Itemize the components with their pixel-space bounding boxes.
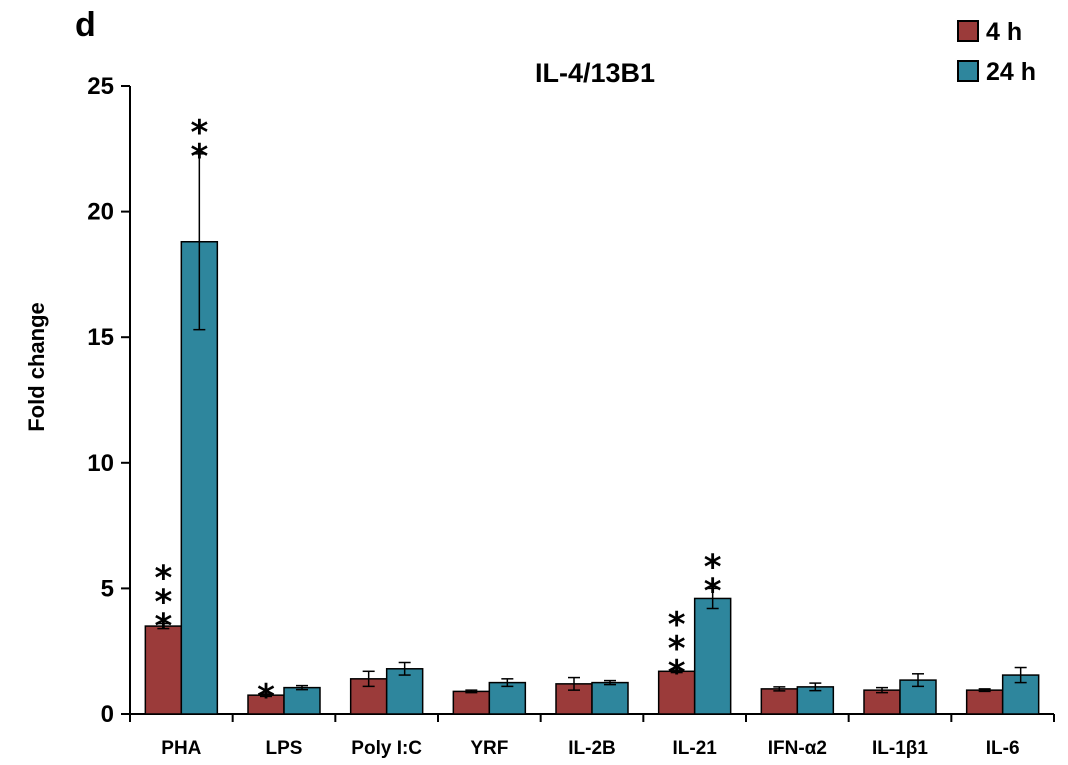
bar-4h-YRF — [452, 690, 491, 715]
x-tick-label-Poly I:C: Poly I:C — [351, 738, 422, 759]
y-tick-label-20: 20 — [87, 199, 114, 226]
x-tick-label-LPS: LPS — [266, 738, 303, 759]
y-axis-title: Fold change — [24, 302, 49, 432]
significance-star-24h-PHA-0: * — [190, 137, 208, 177]
x-tick-label-PHA: PHA — [161, 738, 201, 759]
bar-24h-IL-2B — [591, 681, 629, 715]
bar-24h-YRF — [488, 681, 527, 715]
y-tick-label-5: 5 — [101, 575, 114, 602]
significance-star-4h-LPS-0: * — [257, 677, 275, 717]
significance-star-24h-PHA-1: * — [190, 113, 208, 153]
legend: 4 h 24 h — [957, 18, 1036, 86]
bar-24h-Poly I:C — [385, 668, 424, 715]
y-tick-label-10: 10 — [87, 450, 114, 477]
x-tick-label-IL-2B: IL-2B — [568, 738, 616, 759]
legend-label-4h: 4 h — [986, 18, 1022, 46]
bar-24h-LPS — [283, 686, 321, 715]
significance-star-4h-IL-21-1: * — [668, 629, 686, 669]
significance-star-4h-IL-21-2: * — [668, 605, 686, 645]
chart-title: IL-4/13B1 — [535, 58, 655, 88]
bar-4h-IL-1β1 — [863, 689, 901, 715]
y-tick-label-25: 25 — [87, 73, 114, 100]
significance-star-24h-IL-21-0: * — [704, 571, 722, 611]
significance-star-4h-PHA-1: * — [154, 583, 172, 623]
significance-star-24h-IL-21-1: * — [704, 547, 722, 587]
panel-letter: d — [75, 6, 96, 44]
bar-24h-IL-21 — [693, 597, 732, 715]
legend-swatch-4h — [957, 20, 979, 42]
bar-4h-IFN-α2 — [760, 688, 799, 715]
significance-star-4h-PHA-0: * — [154, 607, 172, 647]
significance-star-4h-PHA-2: * — [154, 559, 172, 599]
bar-4h-IL-21 — [657, 670, 696, 715]
x-tick-label-IL-1β1: IL-1β1 — [872, 738, 928, 759]
y-tick-label-15: 15 — [87, 324, 114, 351]
bar-4h-IL-6 — [965, 689, 1004, 715]
x-tick-label-IL-21: IL-21 — [672, 738, 717, 759]
significance-star-4h-IL-21-0: * — [668, 653, 686, 693]
bar-24h-IFN-α2 — [796, 686, 835, 715]
x-tick-label-IFN-α2: IFN-α2 — [768, 738, 827, 759]
x-tick-label-IL-6: IL-6 — [986, 738, 1020, 759]
x-tick-label-YRF: YRF — [470, 738, 508, 759]
legend-swatch-24h — [957, 60, 979, 82]
y-tick-label-0: 0 — [101, 701, 114, 728]
legend-label-24h: 24 h — [986, 58, 1036, 86]
